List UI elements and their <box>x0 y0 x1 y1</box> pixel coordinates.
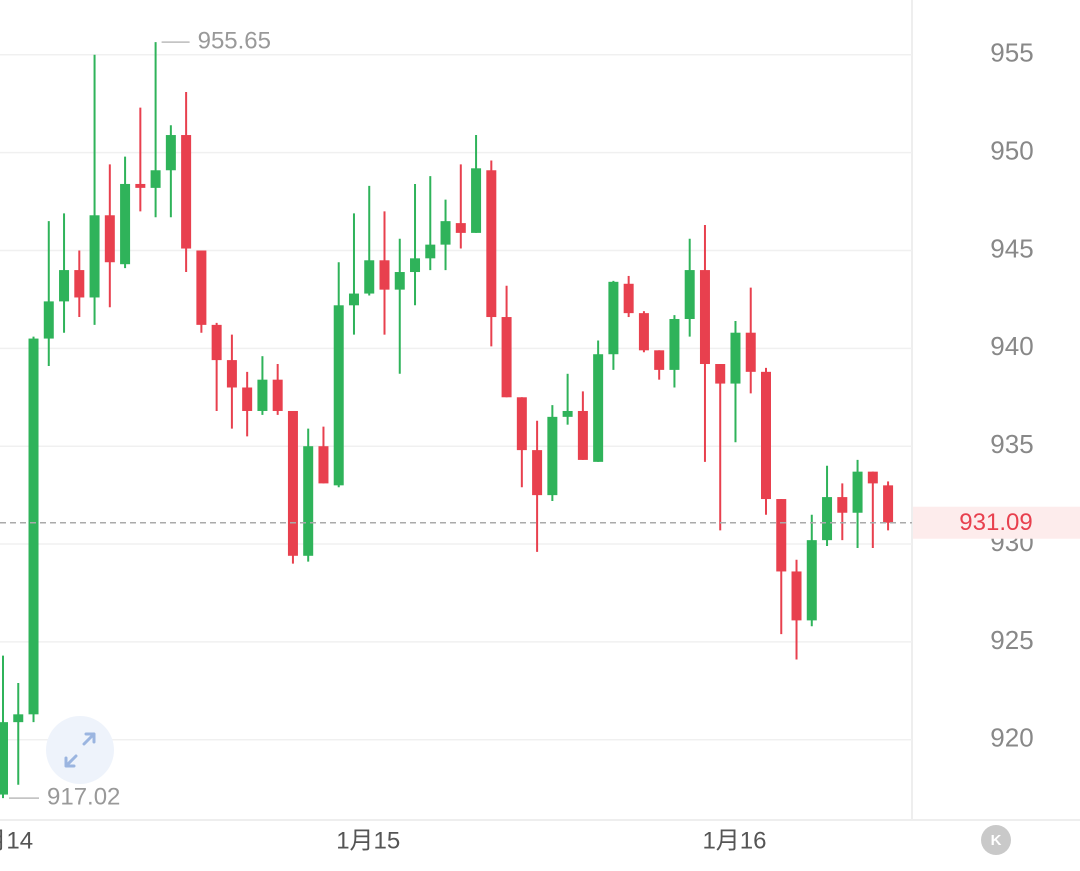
candle-body <box>318 446 329 484</box>
candle-body <box>272 379 283 411</box>
candle-body <box>13 714 24 723</box>
candle-body <box>684 270 695 319</box>
candle-body <box>745 332 756 372</box>
candle-body <box>165 135 176 171</box>
candle-body <box>837 497 848 513</box>
candle-body <box>516 397 527 451</box>
candle-body <box>654 350 665 370</box>
candle-body <box>104 215 115 263</box>
candle-body <box>59 270 70 302</box>
candle-body <box>867 471 878 484</box>
candle-body <box>761 371 771 500</box>
y-tick-label: 925 <box>990 625 1033 655</box>
x-tick-label: 1月14 <box>0 827 33 854</box>
candle-body <box>791 571 802 621</box>
candle-body <box>333 305 344 486</box>
candle-body <box>211 324 222 361</box>
candle-body <box>501 317 512 398</box>
candle-body <box>593 354 604 462</box>
candle-body <box>486 170 497 318</box>
candle-body <box>394 272 405 290</box>
y-tick-label: 945 <box>990 233 1033 263</box>
candle-body <box>226 360 237 388</box>
candle-body <box>547 416 558 496</box>
max-label: 955.65 <box>198 27 271 54</box>
candle-body <box>776 499 787 572</box>
candle-body <box>348 293 359 306</box>
x-tick-label: 1月16 <box>702 827 766 854</box>
candles <box>0 42 894 799</box>
candle-body <box>562 410 573 417</box>
grid <box>0 54 912 741</box>
candle-body <box>364 260 375 294</box>
candle-body <box>883 485 894 523</box>
candle-body <box>730 332 741 384</box>
candle-body <box>440 221 451 245</box>
candle-body <box>89 215 100 298</box>
candle-body <box>669 318 680 370</box>
y-tick-label: 955 <box>990 38 1033 68</box>
expand-button[interactable] <box>46 716 114 784</box>
x-tick-label: 1月15 <box>336 827 400 854</box>
candle-body <box>0 722 8 795</box>
candle-body <box>425 244 436 259</box>
k-button[interactable]: K <box>981 825 1011 855</box>
candle-body <box>608 281 619 355</box>
y-tick-label: 940 <box>990 331 1033 361</box>
candle-body <box>577 410 588 460</box>
y-tick-label: 935 <box>990 429 1033 459</box>
candle-body <box>150 170 161 188</box>
candle-body <box>74 270 85 298</box>
min-label: 917.02 <box>47 783 120 810</box>
candle-body <box>287 410 298 556</box>
candle-body <box>852 471 863 513</box>
candle-body <box>455 223 466 233</box>
candle-body <box>43 301 54 339</box>
candle-body <box>135 183 146 188</box>
candle-body <box>471 168 482 233</box>
candle-body <box>806 540 817 621</box>
candle-body <box>242 387 253 411</box>
candle-body <box>638 313 649 351</box>
last-price-tag <box>913 506 1080 539</box>
candle-body <box>410 258 421 273</box>
candle-body <box>699 270 710 365</box>
candle-body <box>623 283 634 314</box>
candle-body <box>715 364 726 384</box>
candle-body <box>822 497 833 541</box>
candle-body <box>196 250 207 325</box>
y-tick-label: 950 <box>990 136 1033 166</box>
y-tick-label: 920 <box>990 723 1033 753</box>
candle-body <box>379 260 390 290</box>
svg-text:K: K <box>991 832 1002 849</box>
last-price-label: 931.09 <box>959 509 1032 536</box>
candle-body <box>303 446 314 556</box>
candle-body <box>257 379 268 411</box>
candle-body <box>181 135 192 249</box>
candle-body <box>28 338 39 715</box>
candle-body <box>120 183 131 265</box>
candle-body <box>532 450 543 496</box>
